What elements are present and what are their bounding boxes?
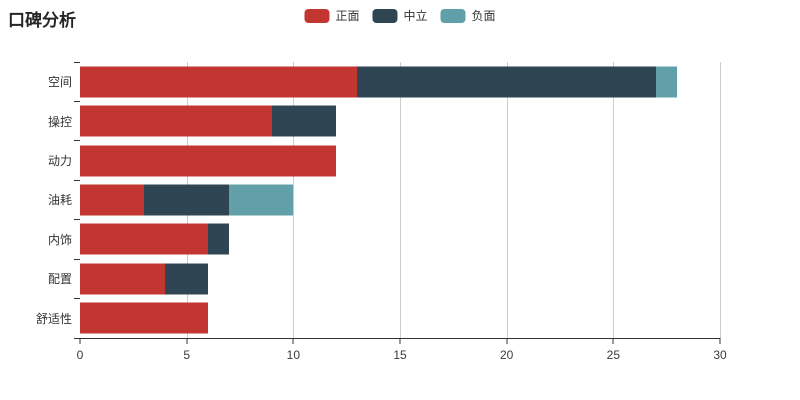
y-axis-tick xyxy=(74,140,80,142)
legend-label: 负面 xyxy=(471,9,496,23)
gridline xyxy=(720,62,721,338)
x-tick-label: 15 xyxy=(393,348,407,362)
bar-segment-正面-配置[interactable] xyxy=(80,263,166,295)
bar-segment-负面-空间[interactable] xyxy=(655,66,678,98)
x-axis-tick xyxy=(399,338,401,344)
legend-item-负面[interactable]: 负面 xyxy=(440,7,496,24)
bar-segment-正面-内饰[interactable] xyxy=(80,223,208,255)
bar-stack xyxy=(80,184,294,216)
y-axis-tick xyxy=(74,61,80,63)
bar-segment-正面-油耗[interactable] xyxy=(80,184,144,216)
x-tick-label: 30 xyxy=(713,348,727,362)
category-label: 动力 xyxy=(47,154,72,169)
chart-title: 口碑分析 xyxy=(8,11,76,30)
x-axis-tick xyxy=(506,338,508,344)
x-axis-tick xyxy=(186,338,188,344)
plot-area: 0 5 10 15 20 25 30 xyxy=(74,61,727,362)
y-axis-tick xyxy=(74,258,80,260)
y-axis-tick xyxy=(74,100,80,102)
x-tick-label: 0 xyxy=(76,348,84,362)
bar-row-配置 xyxy=(80,259,720,298)
bar-segment-负面-油耗[interactable] xyxy=(229,184,294,216)
legend-item-中立[interactable]: 中立 xyxy=(372,7,428,24)
x-tick-label: 5 xyxy=(183,348,190,362)
y-axis-tick xyxy=(74,219,80,221)
y-axis-tick xyxy=(74,298,80,300)
bar-stack xyxy=(80,145,336,177)
bar-stack xyxy=(80,223,230,255)
y-axis-tick xyxy=(74,337,80,339)
bar-row-油耗 xyxy=(80,180,720,219)
bar-rows xyxy=(80,62,720,338)
bar-segment-中立-内饰[interactable] xyxy=(208,223,230,255)
legend-label: 中立 xyxy=(403,9,428,23)
bar-stack xyxy=(80,105,336,137)
legend: 正面 中立 负面 xyxy=(304,7,496,24)
gridline xyxy=(400,62,401,338)
x-tick-label: 10 xyxy=(286,348,301,362)
bar-row-内饰 xyxy=(80,220,720,259)
bar-segment-中立-空间[interactable] xyxy=(357,66,656,98)
bar-segment-中立-配置[interactable] xyxy=(165,263,208,295)
legend-marker-icon xyxy=(440,8,466,23)
gridline xyxy=(506,62,508,338)
bar-segment-正面-操控[interactable] xyxy=(80,105,272,137)
legend-label: 正面 xyxy=(335,9,360,23)
legend-marker-icon xyxy=(304,8,330,23)
y-axis-labels: 空间操控动力油耗内饰配置舒适性 xyxy=(0,62,72,338)
x-tick-label: 25 xyxy=(606,348,621,362)
category-label: 空间 xyxy=(47,75,72,90)
category-label: 配置 xyxy=(47,272,72,287)
bar-segment-正面-动力[interactable] xyxy=(80,145,336,177)
bar-segment-正面-舒适性[interactable] xyxy=(80,302,208,334)
x-axis-tick xyxy=(719,338,721,344)
bar-stack xyxy=(80,66,678,98)
gridline xyxy=(293,62,295,338)
legend-marker-icon xyxy=(372,8,398,23)
category-label: 操控 xyxy=(47,114,72,129)
bar-segment-中立-油耗[interactable] xyxy=(144,184,230,216)
gridline xyxy=(613,62,615,338)
bar-row-空间 xyxy=(80,62,720,101)
bar-row-舒适性 xyxy=(80,299,720,338)
x-axis-tick xyxy=(79,338,81,344)
legend-item-正面[interactable]: 正面 xyxy=(304,7,359,24)
x-axis-tick xyxy=(612,338,614,344)
bar-row-动力 xyxy=(80,141,720,180)
bar-stack xyxy=(80,263,208,295)
bar-segment-正面-空间[interactable] xyxy=(80,66,358,98)
bar-segment-中立-操控[interactable] xyxy=(272,105,336,137)
x-tick-label: 20 xyxy=(499,348,514,362)
x-axis-tick xyxy=(292,338,294,344)
category-label: 舒适性 xyxy=(35,311,72,326)
bar-stack xyxy=(80,302,208,334)
bar-row-操控 xyxy=(80,101,720,140)
y-axis-tick xyxy=(74,179,80,181)
category-label: 内饰 xyxy=(47,232,72,247)
category-label: 油耗 xyxy=(47,193,72,208)
